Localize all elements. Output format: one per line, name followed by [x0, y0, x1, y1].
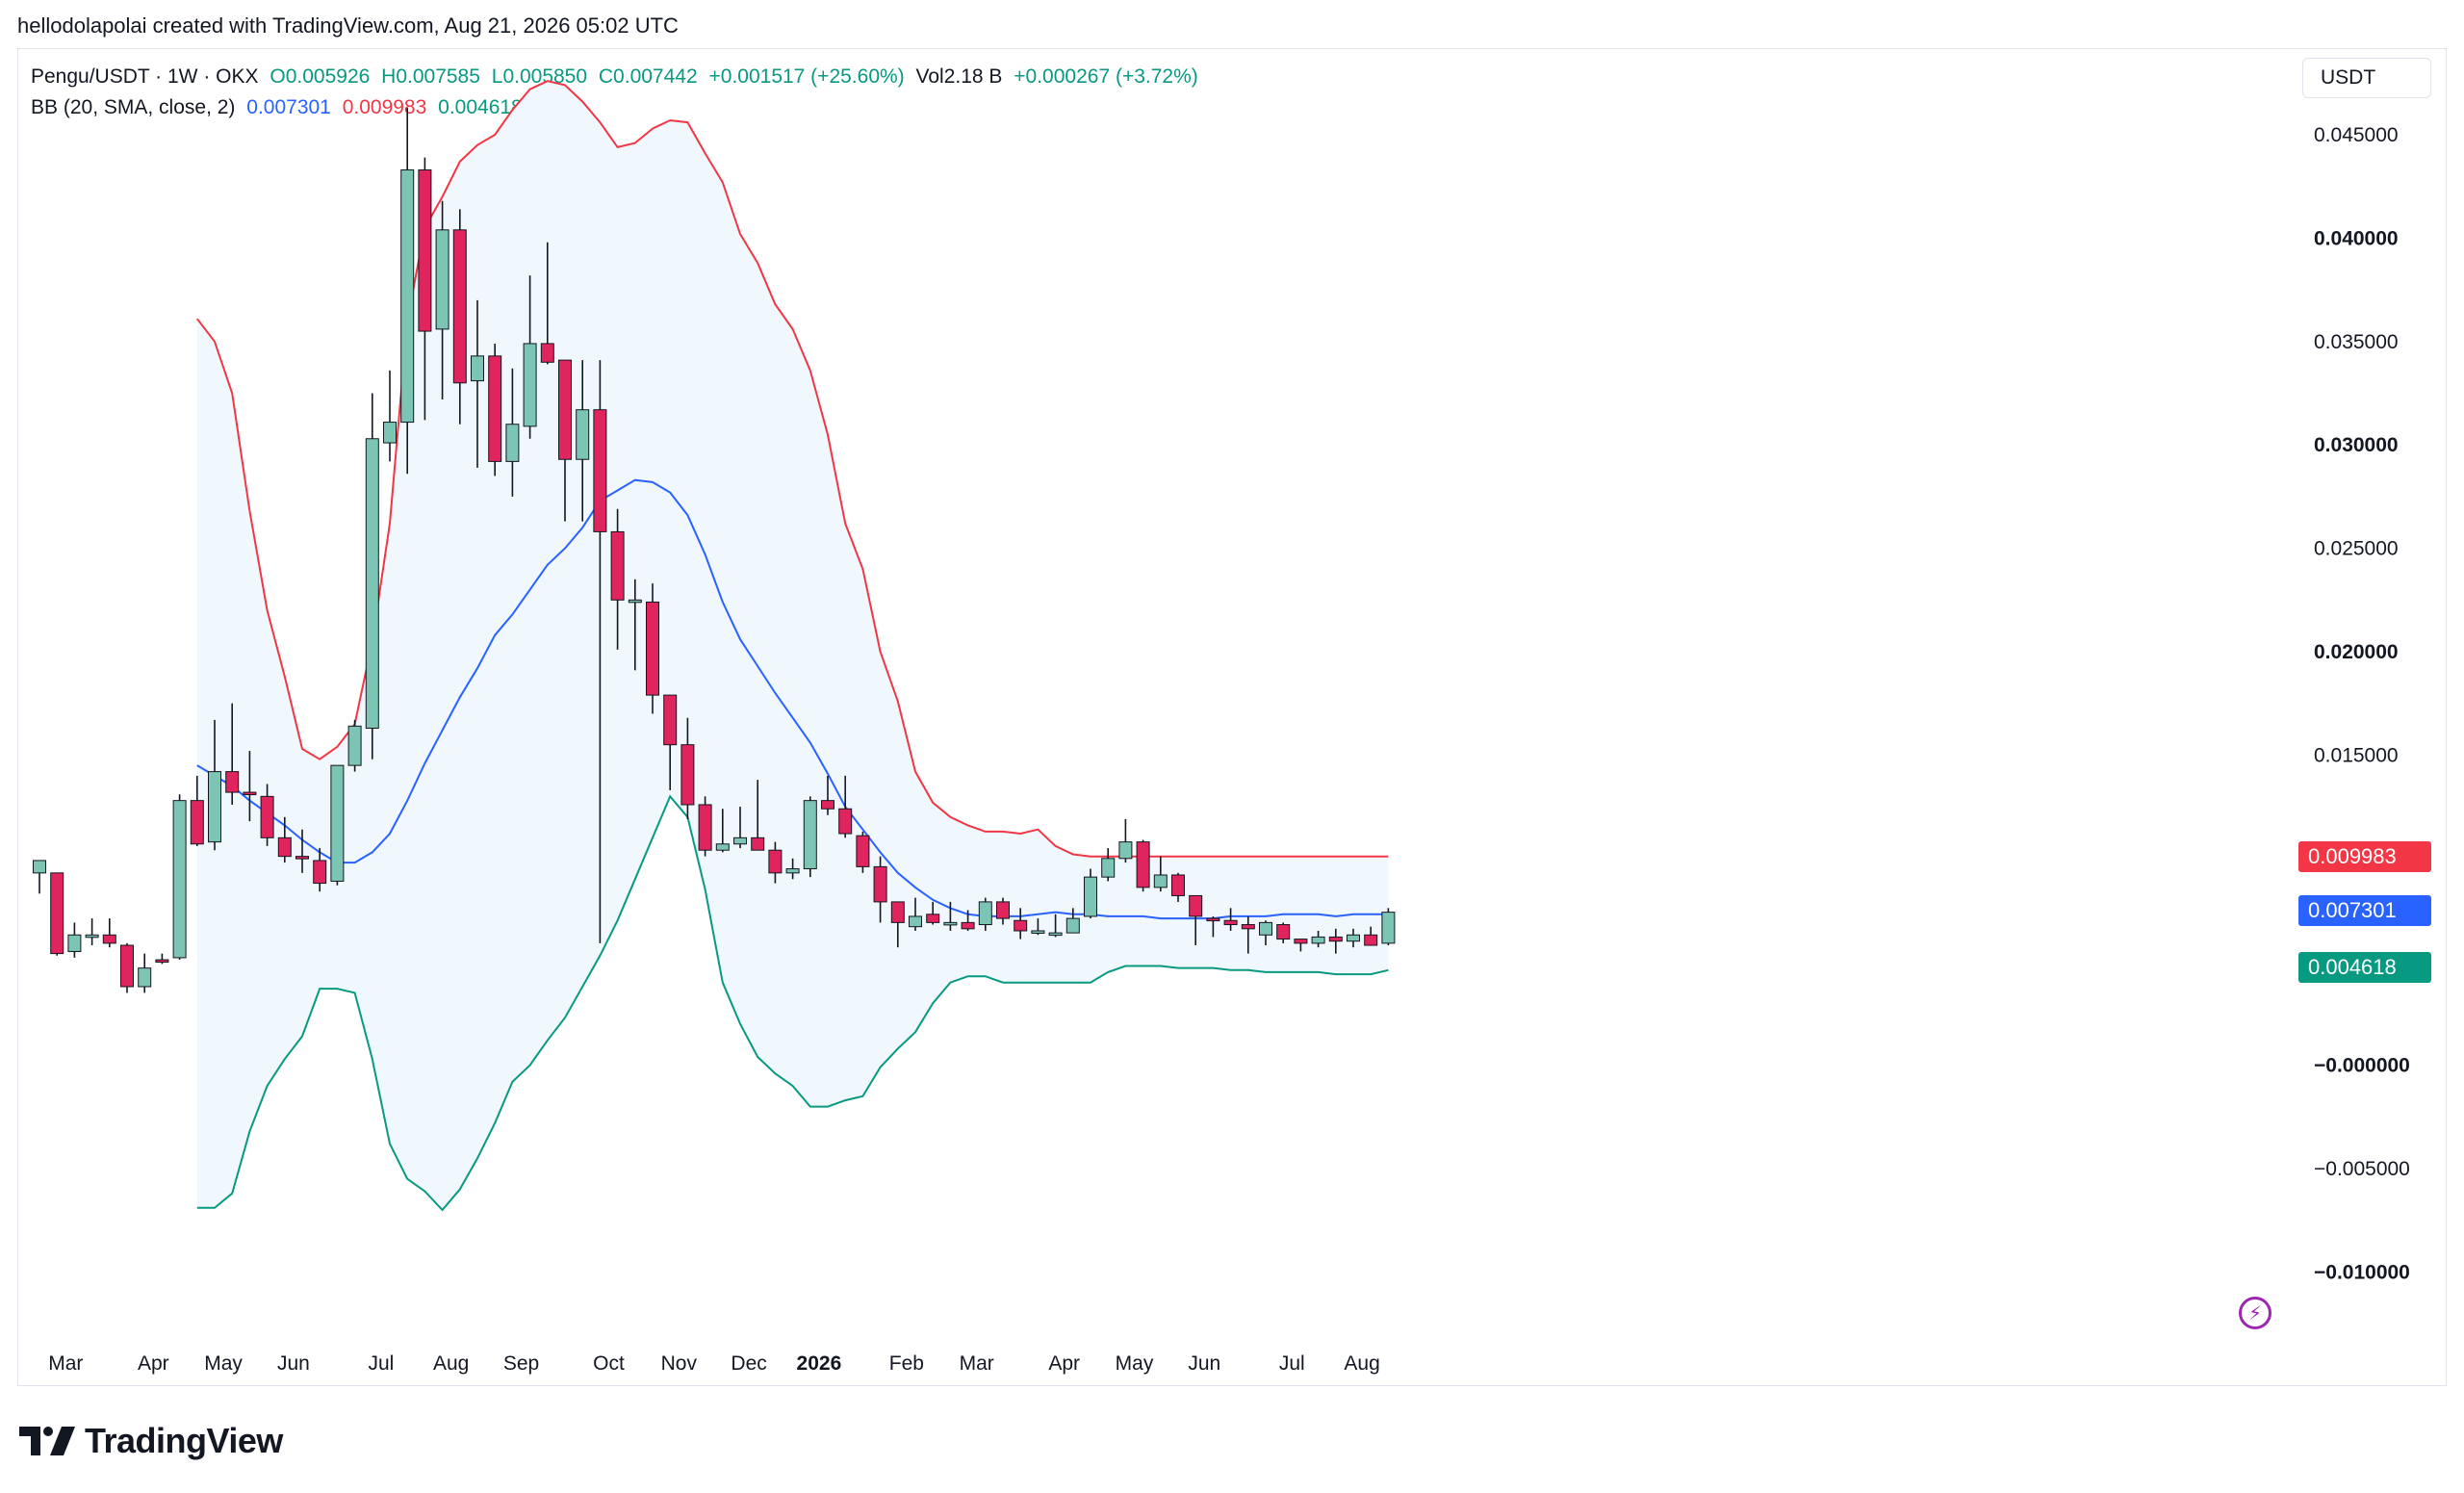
legend-bb-basis: 0.007301 [246, 96, 331, 118]
chart-header-title: hellodolapolai created with TradingView.… [17, 13, 679, 38]
legend-bb: BB (20, SMA, close, 2) 0.007301 0.009983… [31, 96, 528, 119]
legend-volume-change: +0.000267 (+3.72%) [1014, 65, 1198, 88]
legend-close: C0.007442 [598, 65, 698, 88]
legend-bb-lower: 0.004618 [438, 96, 523, 118]
lower-band-price-tag: 0.004618 [2298, 952, 2431, 983]
legend-ohlc: Pengu/USDT · 1W · OKX O0.005926 H0.00758… [31, 65, 1204, 89]
brand-logo: TradingView [19, 1421, 283, 1461]
legend-bb-upper: 0.009983 [342, 96, 427, 118]
tradingview-logo-icon [19, 1427, 75, 1455]
basis-price-tag: 0.007301 [2298, 895, 2431, 926]
legend-open: O0.005926 [270, 65, 371, 88]
legend-change: +0.001517 (+25.60%) [708, 65, 905, 88]
upper-band-price-tag: 0.009983 [2298, 841, 2431, 872]
lightning-icon[interactable]: ⚡ [2239, 1297, 2272, 1329]
legend-bb-label[interactable]: BB (20, SMA, close, 2) [31, 96, 236, 118]
legend-low: L0.005850 [491, 65, 588, 88]
chart-frame [17, 48, 2447, 1386]
brand-name: TradingView [85, 1421, 283, 1460]
currency-selector[interactable]: USDT [2302, 58, 2431, 98]
legend-high: H0.007585 [381, 65, 480, 88]
legend-symbol[interactable]: Pengu/USDT · 1W · OKX [31, 65, 259, 88]
legend-volume: Vol2.18 B [915, 65, 1003, 88]
